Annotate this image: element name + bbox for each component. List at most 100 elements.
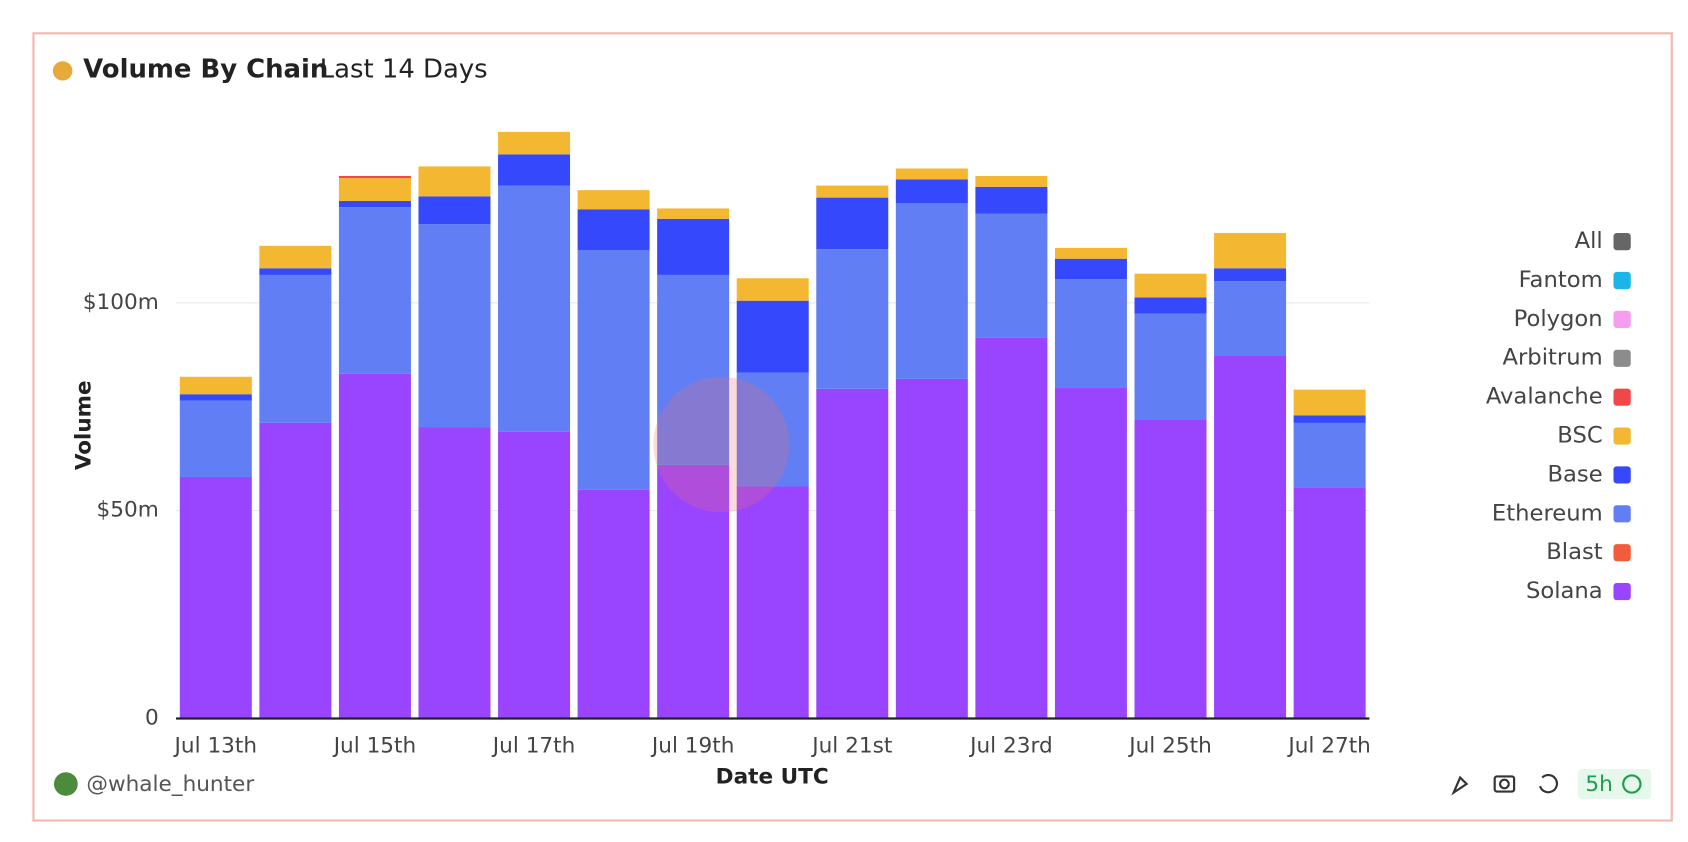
- bar-segment: [657, 208, 730, 219]
- footer-icons[interactable]: [1451, 773, 1558, 796]
- bar-segment: [895, 203, 968, 379]
- bar-segment: [736, 278, 809, 301]
- x-tick-label: Jul 27th: [1286, 733, 1370, 758]
- bar-segment: [1134, 273, 1207, 298]
- watermark-logo: [653, 376, 790, 513]
- bar-segment: [338, 178, 411, 201]
- bar-segment: [418, 224, 491, 428]
- bar-segment: [736, 372, 809, 487]
- bar-segment: [657, 464, 730, 719]
- bar-segment: [259, 245, 332, 269]
- bar-segment: [259, 422, 332, 719]
- camera-lens: [1499, 778, 1510, 790]
- watermark: [653, 376, 790, 513]
- legend-swatch: [1613, 271, 1631, 290]
- chart-subtitle: Last 14 Days: [320, 54, 488, 84]
- author-avatar: [53, 772, 78, 796]
- bar-segment: [1054, 387, 1127, 719]
- legend-swatch: [1613, 427, 1631, 445]
- legend-swatch: [1613, 349, 1631, 367]
- legend-label[interactable]: Blast: [1546, 539, 1603, 565]
- bar-segment: [895, 378, 968, 719]
- bar-segment: [1134, 313, 1207, 421]
- y-tick-label: $50m: [97, 498, 159, 523]
- legend-label[interactable]: Arbitrum: [1502, 345, 1602, 371]
- bar-segment: [1293, 389, 1366, 416]
- bar-segment: [1134, 297, 1207, 314]
- x-axis-title: Date UTC: [716, 765, 829, 790]
- x-tick-label: Jul 17th: [491, 733, 575, 758]
- bar-segment: [816, 185, 889, 198]
- legend-label[interactable]: Polygon: [1514, 306, 1603, 332]
- bar-segment: [498, 185, 571, 432]
- legend-label[interactable]: BSC: [1557, 423, 1602, 449]
- bar-segment: [338, 175, 411, 179]
- y-axis-title: Volume: [71, 380, 96, 470]
- legend-label[interactable]: Base: [1547, 461, 1602, 487]
- bar-segment: [338, 207, 411, 374]
- legend-label[interactable]: Ethereum: [1492, 500, 1603, 526]
- bar-segment: [895, 179, 968, 204]
- legend-swatch: [1613, 544, 1631, 562]
- x-tick-label: Jul 15th: [332, 733, 416, 758]
- bar-segment: [657, 274, 730, 465]
- bar-segment: [1054, 247, 1127, 259]
- bar-segment: [498, 431, 571, 719]
- bar-segment: [179, 400, 252, 477]
- bar-segment: [736, 300, 809, 373]
- bar-segment: [418, 166, 491, 197]
- x-tick-label: Jul 13th: [173, 733, 257, 758]
- bar-segment: [577, 249, 650, 490]
- legend-swatch: [1613, 582, 1631, 601]
- bar-segment: [1293, 422, 1366, 488]
- bar-segment: [895, 168, 968, 180]
- bar-segment: [259, 268, 332, 275]
- bar-segment: [1054, 258, 1127, 280]
- bar-segment: [657, 218, 730, 275]
- legend-label[interactable]: Fantom: [1519, 267, 1603, 293]
- check-icon: [1622, 774, 1642, 794]
- bar-segment: [577, 190, 650, 210]
- bar-segment: [1293, 415, 1366, 423]
- title-icon: [52, 61, 73, 81]
- bar-segment: [179, 394, 252, 401]
- bar-segment: [975, 213, 1048, 338]
- bar-segment: [179, 376, 252, 395]
- legend-swatch: [1613, 505, 1631, 523]
- bar-segment: [816, 197, 889, 250]
- x-tick-label: Jul 23rd: [968, 733, 1053, 758]
- bar-segment: [1214, 232, 1287, 269]
- legend-label[interactable]: Solana: [1526, 578, 1603, 604]
- legend-swatch: [1613, 233, 1631, 251]
- bar-segment: [1293, 487, 1366, 719]
- legend-label[interactable]: All: [1575, 228, 1603, 254]
- bar-segment: [338, 373, 411, 719]
- bar-segment: [736, 486, 809, 719]
- bar-segment: [975, 337, 1048, 719]
- legend-swatch: [1613, 388, 1631, 406]
- bar-segment: [498, 131, 571, 155]
- legend-swatch: [1613, 466, 1631, 484]
- author[interactable]: @whale_hunter: [86, 772, 254, 797]
- bar-segment: [577, 489, 650, 719]
- bar-segment: [259, 274, 332, 423]
- bar-segment: [1134, 420, 1207, 719]
- pin-icon[interactable]: [1451, 775, 1469, 796]
- camera-icon[interactable]: [1493, 775, 1516, 793]
- bar-segment: [816, 249, 889, 389]
- legend-label[interactable]: Avalanche: [1486, 384, 1603, 410]
- bar-segment: [338, 200, 411, 208]
- bar-segment: [1054, 279, 1127, 388]
- bar-segment: [577, 209, 650, 250]
- bar-segment: [498, 154, 571, 186]
- bar-segment: [975, 175, 1048, 187]
- bar-segment: [418, 427, 491, 719]
- y-tick-label: 0: [145, 706, 159, 731]
- y-tick-label: $100m: [83, 290, 159, 315]
- x-tick-label: Jul 25th: [1127, 733, 1211, 758]
- legend-swatch: [1613, 310, 1631, 328]
- refresh-icon[interactable]: [1539, 773, 1558, 794]
- refresh-time: 5h: [1585, 772, 1612, 797]
- bar-segment: [1214, 268, 1287, 282]
